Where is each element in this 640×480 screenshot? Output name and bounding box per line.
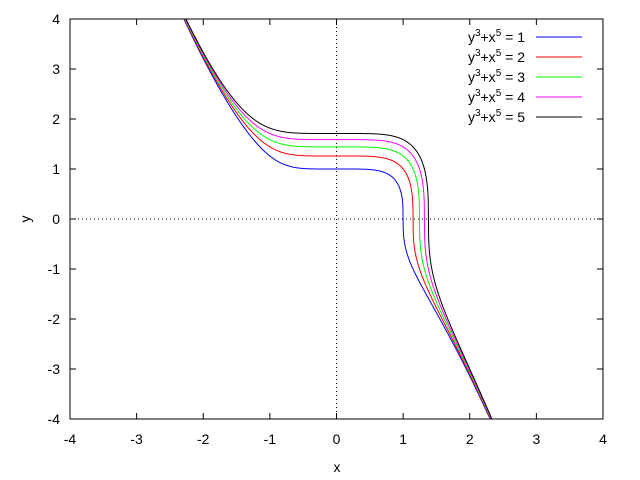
y-tick-label: -2	[48, 311, 61, 327]
series-line	[184, 19, 492, 419]
y-tick-label: -3	[48, 361, 61, 377]
x-tick-label: 4	[599, 431, 607, 447]
legend-label: y3+x5 = 1	[468, 28, 525, 45]
legend-label: y3+x5 = 3	[468, 68, 525, 85]
x-tick-label: -4	[64, 431, 77, 447]
series-line	[184, 19, 492, 419]
zero-axes	[70, 19, 603, 419]
series-line	[185, 19, 493, 419]
x-tick-label: 3	[532, 431, 540, 447]
legend: y3+x5 = 1 y3+x5 = 2 y3+x5 = 3 y3+x5 = 4 y3+x…	[468, 28, 582, 125]
y-tick-label: 2	[52, 111, 60, 127]
legend-label: y3+x5 = 5	[468, 108, 525, 125]
x-tick-label: -1	[264, 431, 277, 447]
x-tick-label: 0	[333, 431, 341, 447]
legend-label: y3+x5 = 4	[468, 88, 525, 105]
tick-labels: -4 -3 -2 -1 0 1 2 3 4 -4 -3 -2 -1 0 1 2 3 4	[48, 11, 608, 447]
y-tick-label: 4	[52, 11, 60, 27]
curves	[183, 19, 493, 419]
x-tick-label: -2	[197, 431, 210, 447]
y-tick-label: 3	[52, 61, 60, 77]
y-tick-label: 0	[52, 211, 60, 227]
x-tick-label: 2	[466, 431, 474, 447]
y-axis-label: y	[17, 216, 33, 223]
legend-label: y3+x5 = 2	[468, 48, 525, 65]
y-tick-label: -4	[48, 411, 61, 427]
axis-ticks	[69, 18, 604, 420]
x-tick-label: 1	[399, 431, 407, 447]
x-tick-label: -3	[130, 431, 143, 447]
y-tick-label: 1	[52, 161, 60, 177]
x-axis-label: x	[334, 459, 341, 475]
series-line	[183, 19, 492, 419]
series-line	[183, 19, 491, 419]
y-tick-label: -1	[48, 261, 61, 277]
